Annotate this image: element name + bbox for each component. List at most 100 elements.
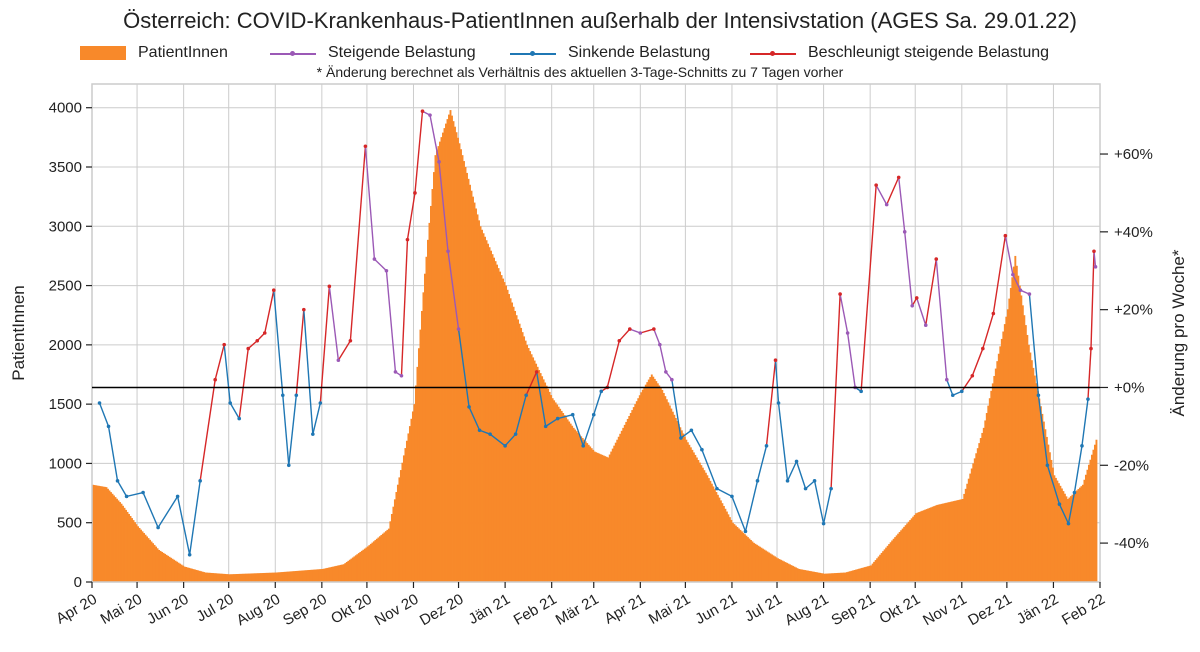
bar: [413, 404, 416, 582]
y-tick-label: 1500: [49, 396, 82, 413]
bar: [448, 114, 450, 582]
bar: [592, 449, 595, 582]
bar: [601, 454, 604, 582]
bar: [125, 509, 127, 582]
bar: [230, 574, 233, 582]
change-point: [944, 377, 949, 382]
change-segment: [777, 402, 789, 481]
change-segment: [385, 270, 397, 372]
bar: [963, 493, 966, 582]
bar: [457, 137, 459, 582]
bar: [656, 383, 659, 582]
bar: [852, 570, 855, 582]
change-point: [1089, 346, 1093, 351]
bar: [891, 540, 894, 582]
bar: [1018, 285, 1021, 582]
change-segment: [98, 402, 110, 427]
bar: [964, 488, 967, 582]
bar: [883, 549, 886, 582]
change-segment: [126, 491, 144, 498]
bar: [724, 508, 727, 582]
bar: [212, 573, 215, 582]
bar: [682, 433, 685, 582]
bar: [679, 427, 682, 582]
bar: [876, 558, 879, 582]
legend-item-patientinnen: PatientInnen: [80, 44, 228, 62]
bar: [688, 444, 691, 582]
bar: [464, 167, 467, 582]
bar: [449, 110, 452, 582]
bar: [1080, 486, 1083, 582]
legend-swatch-bar: [80, 46, 126, 60]
change-point: [755, 479, 760, 483]
bar: [257, 573, 260, 582]
bar: [213, 573, 216, 582]
bar: [614, 442, 617, 582]
bar: [674, 417, 677, 582]
bar: [491, 254, 494, 582]
bar: [1065, 496, 1068, 582]
bar: [416, 366, 419, 582]
change-segment: [904, 231, 913, 306]
bar: [1039, 406, 1042, 582]
change-segment: [373, 258, 387, 272]
bar: [641, 389, 644, 582]
bar: [171, 558, 174, 582]
change-segment: [214, 344, 225, 380]
bar: [473, 202, 476, 583]
bar: [167, 555, 170, 582]
bar: [961, 499, 964, 582]
bar: [647, 379, 650, 582]
bar: [807, 570, 809, 582]
change-segment: [256, 332, 266, 342]
bar: [469, 184, 471, 583]
bar: [768, 552, 770, 582]
bar: [108, 490, 111, 582]
bar: [222, 573, 225, 582]
bar: [176, 561, 179, 582]
bar: [536, 366, 539, 582]
y2-tick-label: -20%: [1114, 457, 1149, 474]
bar: [422, 292, 425, 582]
bar: [245, 573, 248, 582]
bar: [177, 562, 180, 582]
change-point: [124, 494, 129, 499]
bar: [419, 329, 422, 582]
bar: [940, 503, 943, 582]
bar: [650, 374, 653, 582]
bar: [898, 531, 901, 582]
y2-tick-label: +20%: [1114, 302, 1153, 319]
bar: [351, 557, 354, 582]
bar: [186, 567, 189, 582]
change-segment: [860, 185, 877, 392]
bar: [889, 542, 892, 582]
bar: [868, 565, 871, 582]
bar: [164, 553, 167, 582]
legend-swatch-line: [510, 46, 556, 60]
change-point: [413, 191, 417, 195]
bar: [793, 566, 796, 582]
x-tick-label: Aug 20: [234, 591, 284, 629]
bar: [375, 538, 378, 582]
bar: [263, 572, 266, 582]
change-point: [327, 284, 332, 289]
bar: [755, 544, 758, 582]
bar: [134, 522, 136, 582]
change-segment: [916, 297, 927, 326]
bar: [769, 553, 772, 582]
bar: [309, 569, 312, 582]
change-segment: [223, 344, 231, 404]
bar: [434, 155, 437, 582]
change-segment: [653, 328, 661, 345]
change-point: [156, 525, 160, 530]
bar: [817, 572, 820, 582]
bar: [667, 402, 670, 582]
change-point: [829, 486, 833, 491]
bar: [661, 389, 664, 582]
legend-item-beschleunigt: Beschleunigt steigende Belastung: [750, 44, 1049, 62]
change-point: [1011, 272, 1015, 277]
change-segment: [898, 177, 906, 232]
change-point: [743, 529, 748, 534]
bar: [934, 505, 937, 582]
